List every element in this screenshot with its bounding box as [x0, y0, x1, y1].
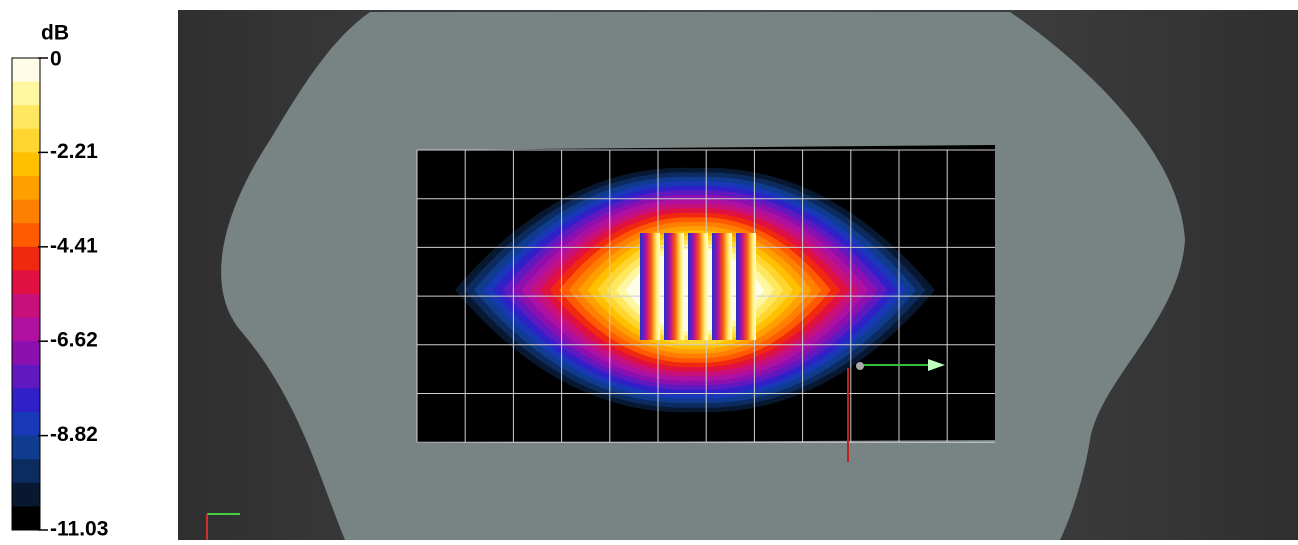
color-band [12, 482, 40, 507]
tick-label: 0 [50, 48, 62, 71]
color-band [12, 459, 40, 484]
legend-title: dB [41, 22, 69, 45]
color-band [12, 270, 40, 295]
tick-label: -8.82 [50, 423, 98, 446]
antenna [640, 233, 756, 340]
color-band [12, 435, 40, 460]
color-band [12, 152, 40, 177]
tick-label: -2.21 [50, 140, 98, 163]
color-bar: 0 -2.21 -4.41 -6.62 -8.82 -11.03 [11, 48, 108, 541]
color-band [12, 246, 40, 271]
origin [856, 362, 864, 370]
antenna-element [664, 233, 684, 340]
antenna-element [712, 233, 732, 340]
color-bar-border [11, 57, 41, 531]
color-band [12, 176, 40, 201]
antenna-element [688, 233, 708, 340]
color-band [12, 294, 40, 319]
antenna-element [736, 233, 756, 340]
axes-gizmo [206, 359, 945, 540]
color-band [12, 506, 40, 531]
tick-label: -4.41 [50, 234, 98, 257]
color-band [12, 81, 40, 106]
color-band [12, 412, 40, 437]
color-band [12, 105, 40, 130]
color-band [12, 341, 40, 366]
antenna-element [640, 233, 660, 340]
tick-label: -6.62 [50, 329, 98, 352]
color-band [12, 58, 40, 83]
plane-grid [416, 149, 995, 443]
color-band [12, 317, 40, 342]
color-band [12, 364, 40, 389]
y-arrow-head [928, 359, 945, 371]
color-band [12, 199, 40, 224]
color-band [12, 128, 40, 153]
color-band [12, 388, 40, 413]
tick-label: -11.03 [50, 518, 108, 540]
color-band [12, 223, 40, 248]
